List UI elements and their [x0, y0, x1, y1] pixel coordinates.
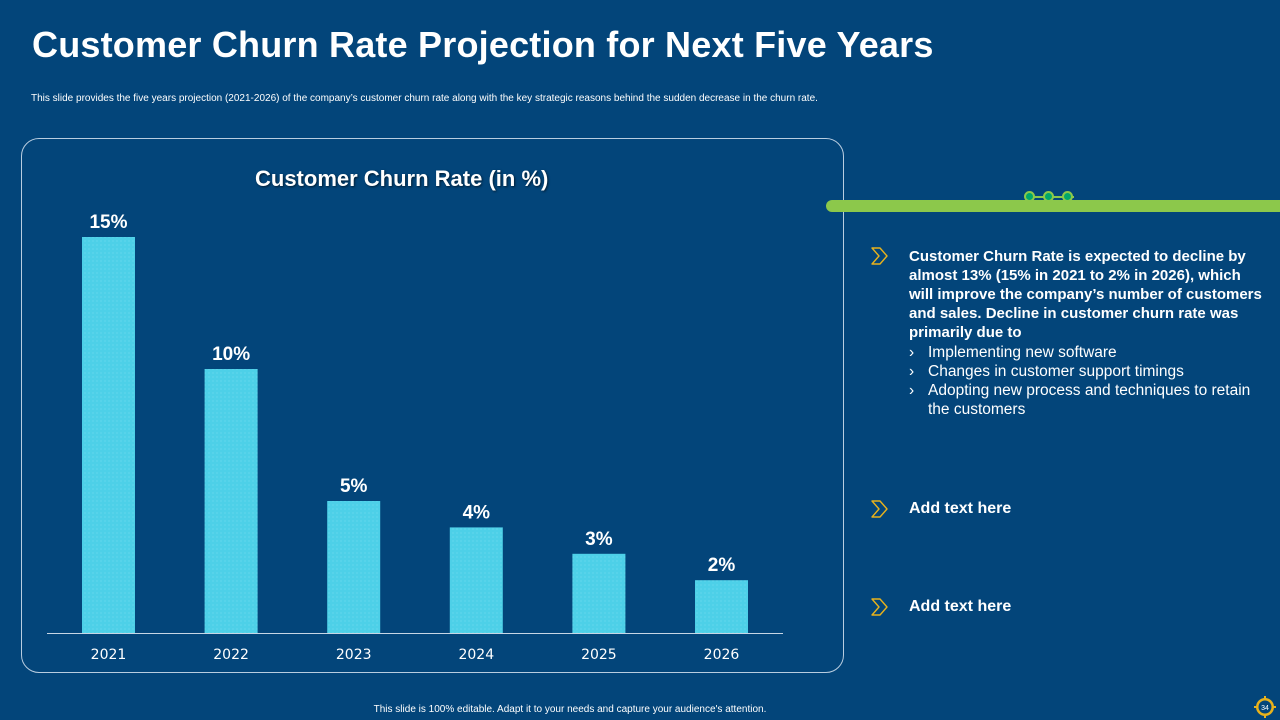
data-label: 5%	[340, 476, 368, 497]
chevron-right-icon	[871, 598, 888, 616]
data-label: 3%	[585, 529, 613, 550]
x-tick-label: 2024	[458, 647, 494, 663]
decorative-divider-line	[826, 200, 1280, 212]
decorative-dot	[1062, 191, 1073, 202]
gear-icon: 34	[1254, 696, 1276, 718]
data-label: 15%	[89, 212, 127, 233]
data-label: 2%	[708, 555, 736, 576]
data-label: 10%	[212, 344, 250, 365]
x-tick-label: 2022	[213, 647, 249, 663]
bar-2021	[82, 237, 135, 633]
list-item: Changes in customer support timings	[909, 362, 1269, 381]
slide-title: Customer Churn Rate Projection for Next …	[32, 24, 934, 65]
placeholder-text: Add text here	[909, 598, 1012, 615]
bar-2026	[695, 580, 748, 633]
placeholder-text: Add text here	[909, 500, 1012, 517]
reason-list: Implementing new software Changes in cus…	[909, 343, 1269, 419]
page-number: 34	[1261, 705, 1269, 712]
chart-panel	[21, 138, 844, 673]
list-item: Adopting new process and techniques to r…	[909, 381, 1269, 419]
key-point-text: Customer Churn Rate is expected to decli…	[909, 248, 1262, 341]
bar-2023	[327, 501, 381, 633]
decorative-dot	[1024, 191, 1035, 202]
footer-note: This slide is 100% editable. Adapt it to…	[373, 704, 767, 715]
bar-2025	[572, 553, 626, 633]
x-tick-label: 2026	[704, 647, 740, 663]
chart-title: Customer Churn Rate (in %)	[255, 166, 549, 191]
slide-subtitle: This slide provides the five years proje…	[31, 93, 818, 104]
chevron-right-icon	[871, 500, 888, 518]
x-tick-label: 2025	[581, 647, 617, 663]
data-label: 4%	[463, 502, 491, 523]
decorative-dot	[1043, 191, 1054, 202]
x-tick-label: 2021	[91, 647, 127, 663]
decorative-connector	[1034, 196, 1074, 198]
list-item: Implementing new software	[909, 343, 1269, 362]
bar-2022	[204, 369, 258, 633]
x-tick-label: 2023	[336, 647, 372, 663]
bar-2024	[449, 527, 503, 633]
chevron-right-icon	[871, 247, 888, 265]
